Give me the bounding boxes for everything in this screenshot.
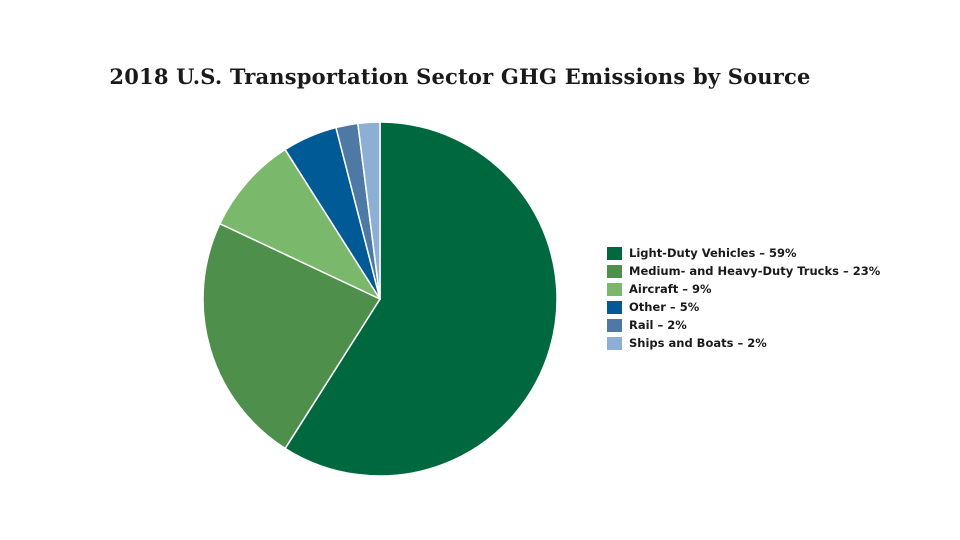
legend-item-0: Light-Duty Vehicles – 59% <box>607 244 880 262</box>
pie-slice-0 <box>284 121 558 477</box>
legend-item-4: Rail – 2% <box>607 316 880 334</box>
pie-slice-1 <box>202 222 381 450</box>
legend-label-0: Light-Duty Vehicles – 59% <box>629 246 797 260</box>
legend-item-5: Ships and Boats – 2% <box>607 334 880 352</box>
legend-swatch-1 <box>607 264 622 278</box>
chart-title: 2018 U.S. Transportation Sector GHG Emis… <box>109 64 811 89</box>
legend-swatch-3 <box>607 300 622 314</box>
legend-label-4: Rail – 2% <box>629 318 687 332</box>
legend-label-1: Medium- and Heavy-Duty Trucks – 23% <box>629 264 881 278</box>
legend-swatch-4 <box>607 318 622 332</box>
legend-item-1: Medium- and Heavy-Duty Trucks – 23% <box>607 262 880 280</box>
legend-label-3: Other – 5% <box>629 300 700 314</box>
legend-item-2: Aircraft – 9% <box>607 280 880 298</box>
legend-label-5: Ships and Boats – 2% <box>629 336 767 350</box>
legend-label-2: Aircraft – 9% <box>629 282 712 296</box>
legend-swatch-2 <box>607 282 622 296</box>
pie-slice-5 <box>357 121 381 300</box>
legend-item-3: Other – 5% <box>607 298 880 316</box>
chart-legend: Light-Duty Vehicles – 59% Medium- and Hea… <box>607 244 880 352</box>
pie-slice-2 <box>219 148 381 300</box>
legend-swatch-5 <box>607 336 622 350</box>
legend-swatch-0 <box>607 246 622 260</box>
